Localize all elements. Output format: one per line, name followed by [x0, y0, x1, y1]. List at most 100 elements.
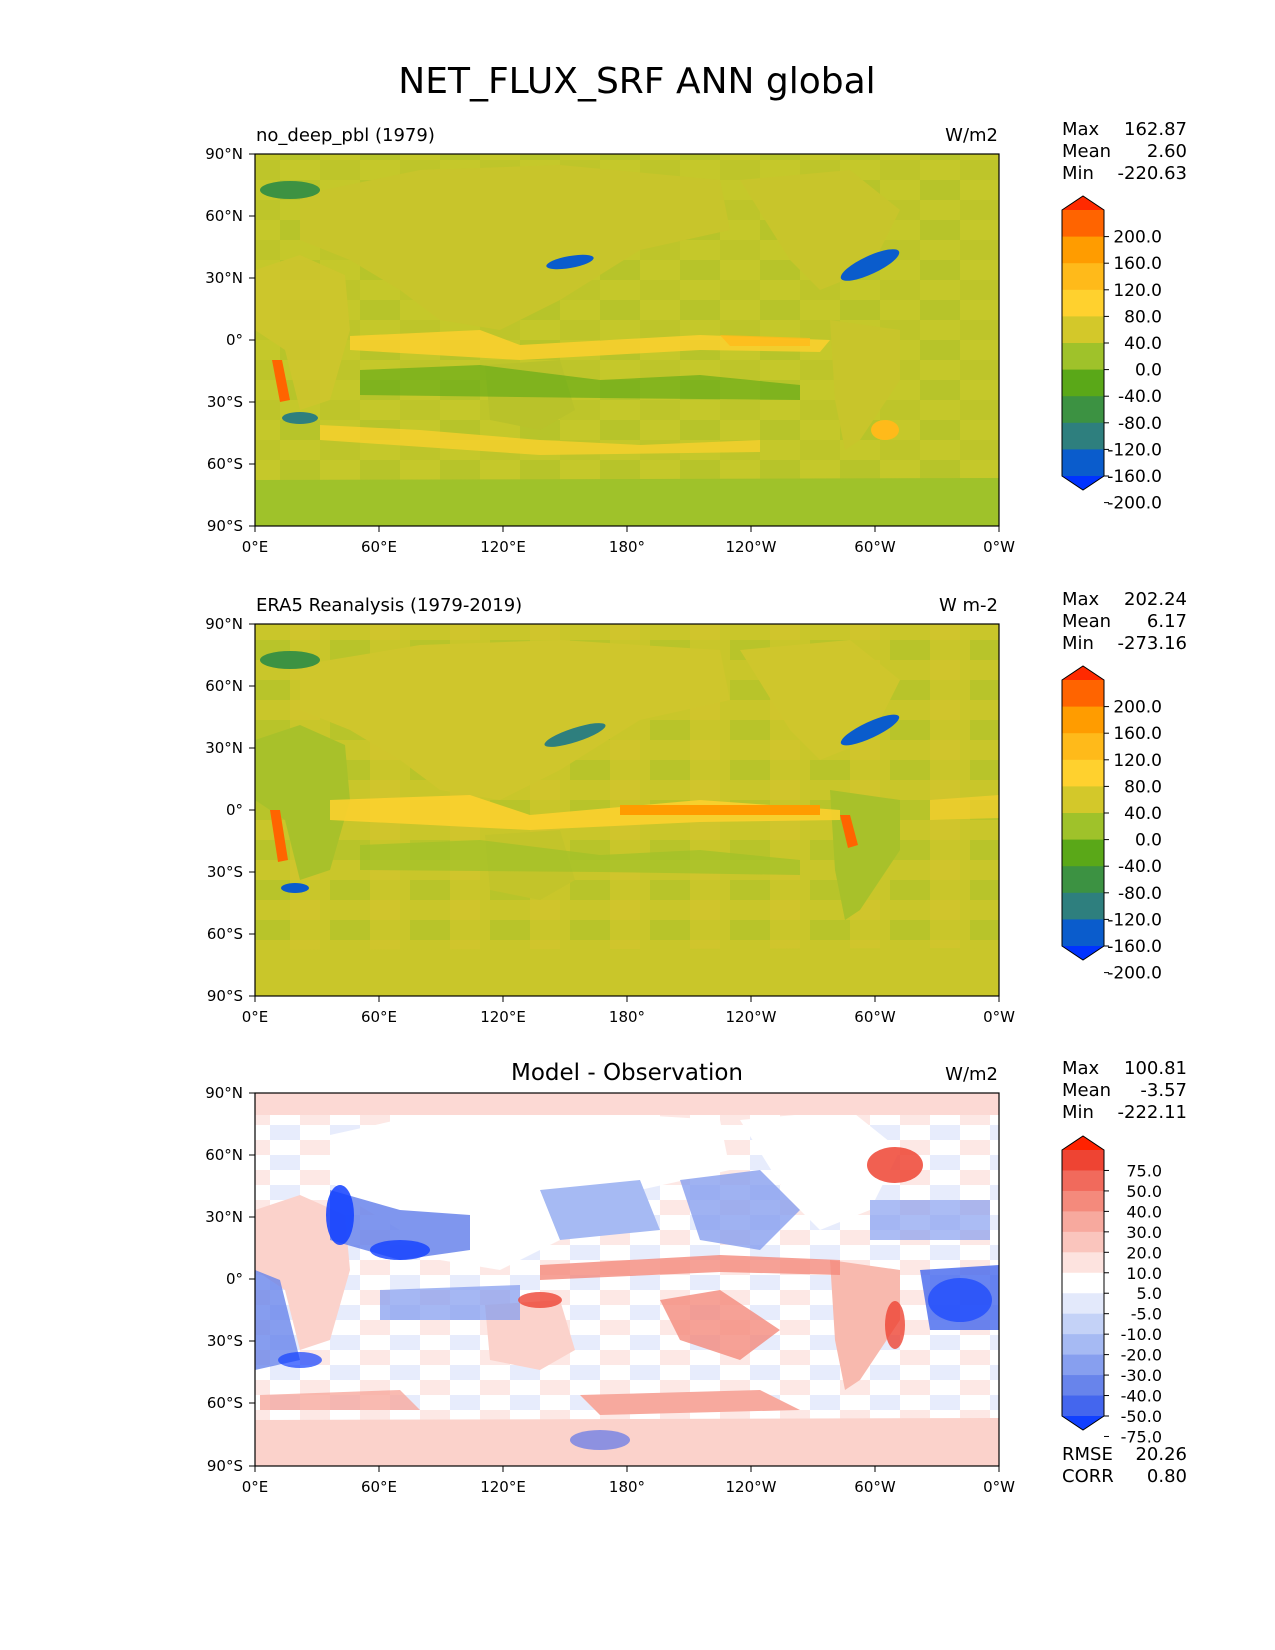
map-land [300, 165, 730, 330]
y-tick-label: 30°N [205, 739, 243, 757]
arctic-cool [260, 181, 320, 199]
map-shading [255, 1093, 999, 1466]
colorbar-swatch [1062, 1272, 1104, 1294]
colorbar-tick-label: 30.0 [1126, 1223, 1162, 1242]
colorbar-swatch [1062, 839, 1104, 867]
colorbar-extend-max [1062, 196, 1104, 210]
colorbar-swatch [1062, 1354, 1104, 1376]
map-land [255, 478, 999, 526]
diff-hotspot [518, 1292, 562, 1308]
colorbar-swatch [1062, 919, 1104, 947]
panel-title: ERA5 Reanalysis (1979-2019) [256, 595, 522, 616]
band-cool [540, 1180, 660, 1240]
y-tick-label: 0° [226, 1270, 243, 1288]
band-warm [660, 1290, 780, 1360]
stat-label: Max [1062, 1058, 1100, 1079]
x-tick-label: 120°E [480, 538, 526, 556]
panel-model: no_deep_pbl (1979) W/m2 90°N 60°N 30°N 0… [205, 119, 1187, 556]
stat-label: Mean [1062, 141, 1111, 162]
x-axis: 0°E 60°E 120°E 180° 120°W 60°W 0°W [242, 996, 1015, 1026]
band-warm [320, 425, 760, 455]
colorbar-extend-max [1062, 666, 1104, 680]
y-axis: 90°N 60°N 30°N 0° 30°S 60°S 90°S [205, 1084, 255, 1475]
band-warm [330, 795, 840, 830]
colorbar-swatch [1062, 680, 1104, 708]
diff-hotspot [867, 1147, 923, 1183]
panel-difference: Model - Observation W/m2 90°N 60°N 30°N … [205, 1058, 1187, 1496]
colorbar-swatch [1062, 449, 1104, 477]
colorbar-swatch [1062, 1150, 1104, 1172]
x-tick-label: 60°E [361, 538, 397, 556]
map-shading [255, 640, 999, 996]
colorbar-swatch [1062, 1211, 1104, 1233]
x-tick-label: 180° [609, 1008, 645, 1026]
colorbar-swatch [1062, 1170, 1104, 1192]
y-tick-label: 60°N [205, 1146, 243, 1164]
y-tick-label: 90°N [205, 615, 243, 633]
stat-label: Min [1062, 633, 1094, 654]
band-cool [360, 365, 800, 400]
colorbar-tick-label: 80.0 [1124, 307, 1162, 327]
colorbar: 200.0 160.0 120.0 80.0 40.0 0.0 -40.0 -80.0 -120… [1061, 665, 1162, 984]
diff-hotspot [885, 1301, 905, 1349]
colorbar-swatch [1062, 369, 1104, 397]
diff-cold [928, 1278, 992, 1322]
stat-value: 2.60 [1147, 141, 1187, 162]
map-land [255, 948, 999, 996]
band-warm [260, 1390, 420, 1410]
x-tick-label: 120°W [726, 538, 777, 556]
colorbar-tick-label: -160.0 [1107, 937, 1162, 957]
y-tick-label: 60°N [205, 207, 243, 225]
colorbar-tick-label: 10.0 [1126, 1264, 1162, 1283]
colorbar-tick-label: -20.0 [1121, 1346, 1162, 1365]
colorbar-tick-label: 80.0 [1124, 777, 1162, 797]
colorbar-tick-label: 120.0 [1113, 281, 1162, 301]
y-tick-label: 90°S [207, 517, 243, 535]
colorbar-tick-label: -160.0 [1107, 467, 1162, 487]
stat-label: Max [1062, 589, 1100, 610]
colorbar-swatch [1062, 866, 1104, 894]
panel-title: no_deep_pbl (1979) [256, 125, 435, 146]
colorbar-swatch [1062, 759, 1104, 787]
y-tick-label: 60°S [207, 455, 243, 473]
band-warm [540, 1255, 840, 1280]
colorbar-swatch [1062, 422, 1104, 450]
hotspot [270, 810, 288, 862]
colorbar-tick-label: 40.0 [1124, 334, 1162, 354]
x-tick-label: 60°E [361, 1008, 397, 1026]
diff-cold [278, 1352, 322, 1368]
colorbar-extend-min [1062, 476, 1104, 490]
diff-cold [370, 1240, 430, 1260]
stat-label: Min [1062, 163, 1094, 184]
colorbar-tick-label: 160.0 [1113, 254, 1162, 274]
band-warm [580, 1390, 800, 1415]
stats-block: Max 202.24 Mean 6.17 Min -273.16 [1062, 589, 1187, 654]
x-tick-label: 0°E [242, 1008, 269, 1026]
band-warm [930, 795, 999, 820]
figure-title: NET_FLUX_SRF ANN global [398, 61, 875, 102]
colorbar-swatch [1062, 892, 1104, 920]
metric-label: CORR [1062, 1466, 1114, 1487]
stat-label: Mean [1062, 611, 1111, 632]
y-tick-label: 0° [226, 331, 243, 349]
colorbar-swatch [1062, 1231, 1104, 1253]
metric-value: 20.26 [1135, 1444, 1187, 1465]
colorbar-tick-label: -200.0 [1107, 494, 1162, 514]
kuroshio-core [544, 723, 606, 747]
diff-cold [570, 1430, 630, 1450]
colorbar-extend-min [1062, 1416, 1104, 1430]
y-tick-label: 30°S [207, 1332, 243, 1350]
band-warm [720, 335, 810, 346]
band-cool [330, 1190, 470, 1260]
colorbar-tick-label: 40.0 [1124, 804, 1162, 824]
map-shading [255, 165, 999, 526]
band-cool [870, 1200, 990, 1240]
stats-block: Max 100.81 Mean -3.57 Min -222.11 [1062, 1058, 1187, 1123]
colorbar-swatch [1062, 343, 1104, 371]
colorbar-tick-label: 200.0 [1113, 228, 1162, 248]
x-tick-label: 0°E [242, 538, 269, 556]
y-tick-label: 90°S [207, 1457, 243, 1475]
y-tick-label: 90°N [205, 1084, 243, 1102]
colorbar-swatch [1062, 733, 1104, 761]
metrics-block: RMSE 20.26 CORR 0.80 [1062, 1444, 1187, 1487]
